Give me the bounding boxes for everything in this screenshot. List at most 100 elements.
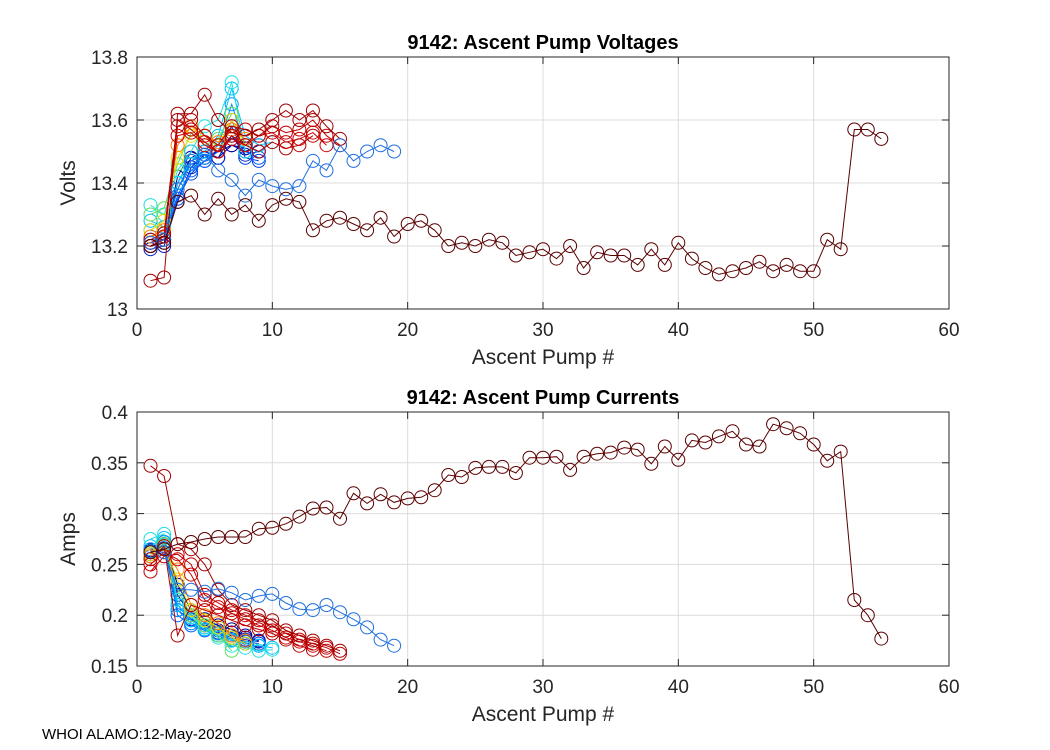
data-point: [278, 626, 293, 641]
data-point: [305, 103, 320, 118]
data-point: [536, 450, 550, 465]
data-point: [860, 608, 875, 623]
y-tick-label: 0.35: [91, 454, 128, 475]
data-point: [251, 622, 266, 637]
y-axis-label: Amps: [57, 512, 80, 566]
data-point: [251, 122, 266, 137]
data-point: [292, 122, 307, 137]
data-point: [197, 557, 212, 572]
data-point: [265, 613, 280, 628]
data-point: [224, 172, 239, 187]
data-point: [590, 446, 605, 461]
data-point: [143, 198, 158, 213]
data-point: [238, 198, 253, 213]
data-point: [305, 636, 320, 651]
chart-title: 9142: Ascent Pump Voltages: [407, 32, 678, 54]
data-point: [157, 270, 172, 285]
data-point: [847, 593, 862, 607]
data-point: [211, 600, 226, 615]
data-point: [224, 598, 239, 612]
data-point: [265, 642, 280, 657]
data-point: [698, 435, 713, 450]
data-point: [170, 547, 185, 562]
series-line-3: [150, 465, 341, 652]
data-point: [224, 207, 239, 222]
data-point: [495, 459, 510, 474]
data-point: [184, 122, 199, 137]
data-point: [238, 593, 253, 607]
data-point: [278, 630, 293, 645]
data-point: [224, 628, 239, 643]
x-tick-label: 0: [132, 320, 143, 341]
x-axis-label: Ascent Pump #: [472, 346, 615, 369]
data-point: [143, 235, 158, 250]
data-point: [319, 598, 334, 612]
data-point: [224, 75, 239, 90]
data-point: [630, 257, 645, 272]
data-point: [833, 444, 848, 459]
data-point: [265, 198, 280, 213]
data-point: [400, 491, 415, 506]
data-point: [251, 643, 266, 658]
data-point: [319, 163, 334, 178]
data-point: [305, 501, 320, 516]
data-point: [157, 469, 172, 483]
data-point: [549, 251, 564, 266]
x-tick-label: 20: [397, 677, 418, 698]
data-point: [184, 535, 199, 549]
data-point: [197, 593, 212, 607]
data-point: [305, 603, 320, 618]
data-point: [305, 153, 320, 168]
data-point: [278, 135, 293, 150]
data-point: [468, 460, 483, 475]
data-point: [657, 439, 672, 454]
data-point: [806, 264, 821, 279]
data-point: [590, 245, 605, 260]
series-group: [143, 417, 889, 661]
data-point: [617, 440, 632, 455]
data-point: [603, 445, 618, 460]
data-point: [671, 452, 686, 467]
data-point: [292, 628, 307, 643]
data-point: [346, 153, 361, 168]
data-point: [793, 264, 808, 279]
data-point: [224, 125, 239, 140]
data-point: [739, 261, 753, 275]
data-point: [346, 217, 361, 231]
x-tick-label: 10: [262, 677, 283, 698]
series-group: [143, 75, 889, 288]
data-point: [197, 128, 212, 143]
data-point: [197, 87, 212, 102]
data-point: [319, 119, 334, 134]
data-point: [360, 144, 375, 159]
data-point: [400, 217, 415, 231]
data-point: [278, 516, 293, 531]
y-tick-label: 13.4: [91, 174, 128, 195]
series-line-2: [150, 144, 395, 244]
x-tick-label: 40: [668, 677, 689, 698]
x-tick-label: 30: [532, 677, 553, 698]
data-point: [373, 138, 388, 153]
data-point: [224, 585, 239, 600]
data-point: [319, 128, 334, 143]
y-tick-label: 13: [107, 300, 128, 321]
data-point: [305, 633, 320, 648]
data-point: [346, 612, 361, 627]
data-point: [265, 623, 280, 638]
series-line-9: [150, 543, 233, 652]
data-point: [454, 235, 469, 250]
data-point: [387, 495, 402, 510]
data-point: [143, 273, 158, 288]
data-point: [224, 638, 239, 653]
data-point: [576, 261, 591, 275]
data-point: [251, 608, 266, 623]
data-point: [508, 248, 523, 263]
y-tick-label: 0.2: [102, 606, 128, 627]
data-point: [238, 530, 253, 544]
data-point: [387, 144, 402, 159]
data-point: [278, 125, 293, 140]
data-point: [211, 616, 226, 631]
footer-timestamp: WHOI ALAMO:12-May-2020: [42, 726, 232, 743]
x-tick-label: 30: [532, 320, 553, 341]
data-point: [292, 179, 307, 194]
